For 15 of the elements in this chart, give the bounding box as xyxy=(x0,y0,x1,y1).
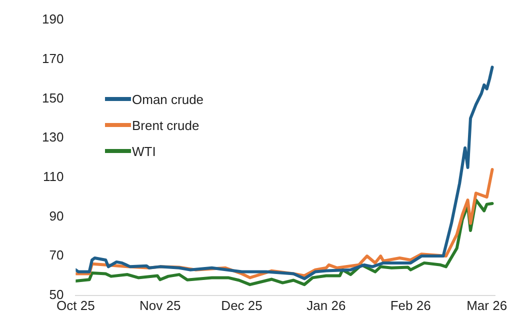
y-tick-label: 190 xyxy=(42,12,64,27)
y-tick-label: 110 xyxy=(42,168,64,184)
legend-label: WTI xyxy=(132,144,156,158)
y-tick-label: 130 xyxy=(42,130,64,145)
legend-label: Oman crude xyxy=(132,92,204,106)
y-tick-label: 90 xyxy=(49,208,64,224)
x-tick-label: Jan 26 xyxy=(306,298,346,313)
x-tick-label: Mar 26 xyxy=(466,298,508,313)
y-tick-label: 150 xyxy=(42,90,64,106)
x-tick-label: Feb 26 xyxy=(390,298,431,313)
x-tick-label: Dec 25 xyxy=(221,298,262,313)
legend-label: Brent crude xyxy=(132,118,200,132)
x-tick-label: Nov 25 xyxy=(139,298,181,313)
y-tick-label: 170 xyxy=(42,50,64,66)
y-tick-label: 70 xyxy=(49,248,64,263)
